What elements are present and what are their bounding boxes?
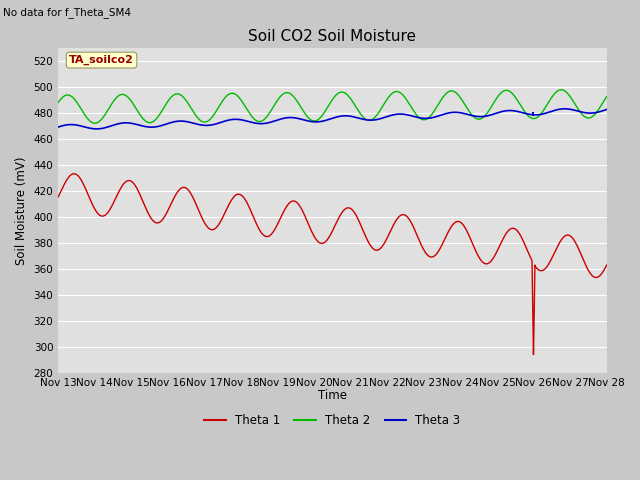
Text: TA_soilco2: TA_soilco2 xyxy=(69,55,134,65)
Legend: Theta 1, Theta 2, Theta 3: Theta 1, Theta 2, Theta 3 xyxy=(200,409,465,432)
Text: No data for f_Theta_SM4: No data for f_Theta_SM4 xyxy=(3,7,131,18)
X-axis label: Time: Time xyxy=(318,389,347,402)
Title: Soil CO2 Soil Moisture: Soil CO2 Soil Moisture xyxy=(248,29,417,44)
Y-axis label: Soil Moisture (mV): Soil Moisture (mV) xyxy=(15,156,28,265)
